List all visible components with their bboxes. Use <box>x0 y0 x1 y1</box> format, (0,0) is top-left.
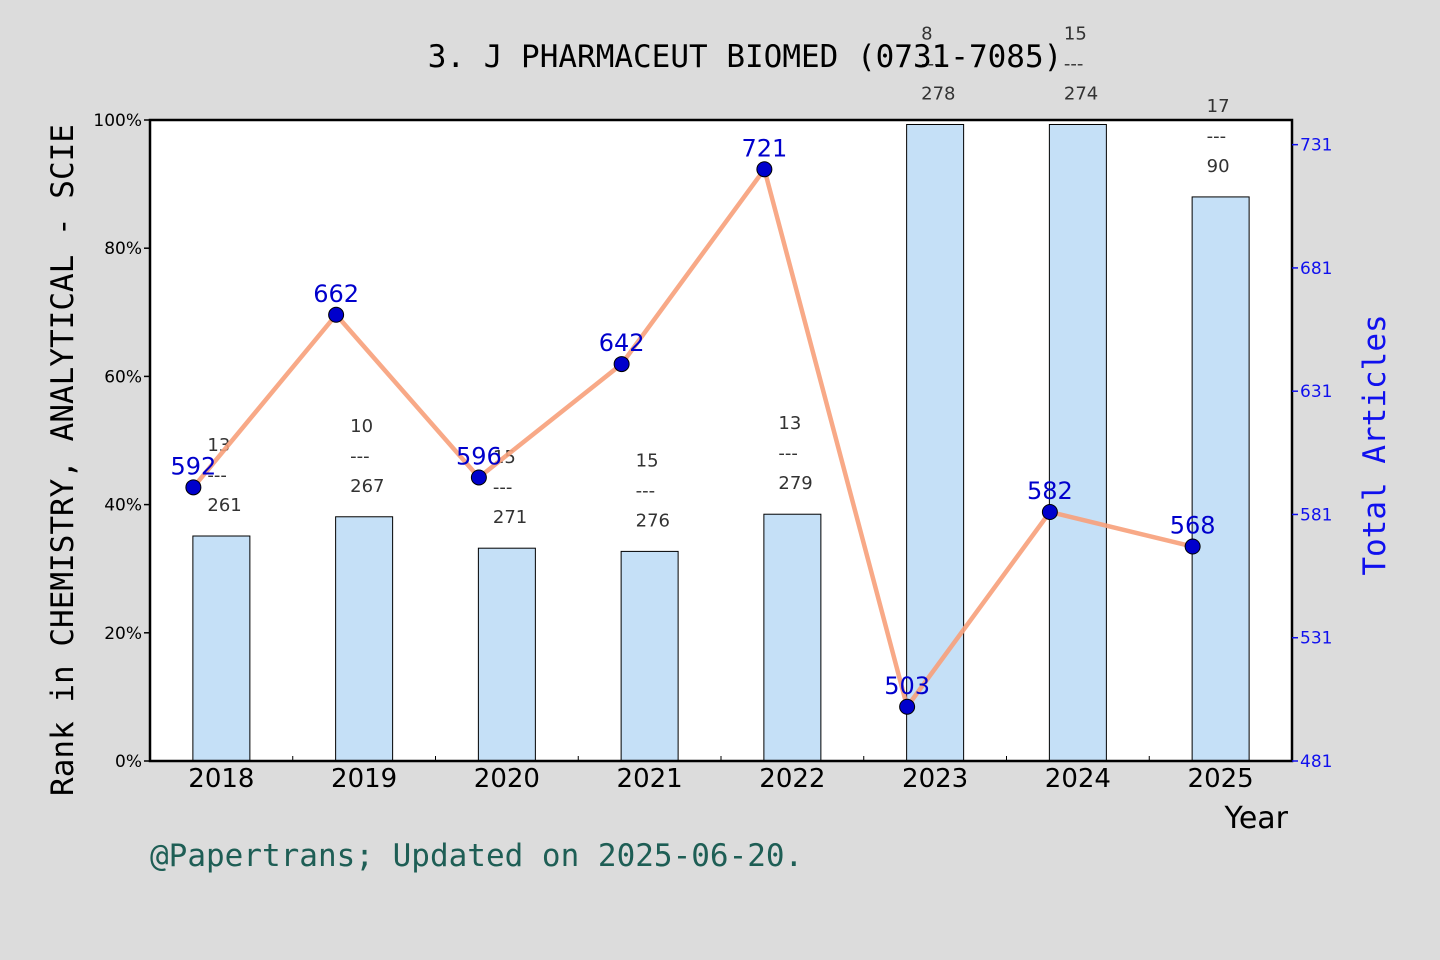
line-point-label-2021: 642 <box>599 329 645 357</box>
bar-group <box>192 123 1250 762</box>
line-point-2022 <box>756 161 773 178</box>
bar-fraction-label-2025-2: 90 <box>1207 156 1230 177</box>
line-point-label-2023: 503 <box>884 672 930 700</box>
line-point-2021 <box>613 356 630 373</box>
bar-2018 <box>192 535 251 762</box>
bar-2023 <box>906 123 965 762</box>
chart-title: 3. J PHARMACEUT BIOMED (0731-7085) <box>428 39 1063 75</box>
line-point-2018 <box>185 479 202 496</box>
y-axis-label: Rank in CHEMISTRY, ANALYTICAL - SCIE <box>45 124 81 796</box>
bar-fraction-label-2019-2: 267 <box>350 476 384 497</box>
line-point-2020 <box>470 469 487 486</box>
bar-2020 <box>477 547 536 762</box>
line-point-2023 <box>899 698 916 715</box>
bar-fraction-label-2019-0: 10 <box>350 416 373 437</box>
bar-2021 <box>620 550 679 762</box>
y-tick-label: 60% <box>104 367 142 387</box>
bar-fraction-label-2020-2: 271 <box>493 507 527 528</box>
bar-fraction-label-2021-1: --- <box>636 480 656 501</box>
x-tick-label-2022: 2022 <box>759 764 825 794</box>
x-tick-label-2020: 2020 <box>474 764 540 794</box>
x-tick-label-2019: 2019 <box>331 764 397 794</box>
y-tick-label: 20% <box>104 624 142 644</box>
x-tick-label-2021: 2021 <box>617 764 683 794</box>
bar-fraction-label-2024-2: 274 <box>1064 83 1098 104</box>
bar-fraction-label-2025-1: --- <box>1207 126 1227 147</box>
axes-group: 0% 20% 40% 60% 80% 100% 481 531 581 631 681 731 2018… <box>93 111 1332 794</box>
line-point-2024 <box>1041 503 1058 520</box>
y2-tick-label: 531 <box>1300 629 1332 649</box>
x-tick-label-2018: 2018 <box>188 764 254 794</box>
y2-axis-label: Total Articles <box>1357 314 1393 575</box>
bar-fraction-label-2018-1: --- <box>207 465 227 486</box>
line-point-label-2019: 662 <box>313 280 359 308</box>
x-tick-label-2024: 2024 <box>1045 764 1111 794</box>
x-tick-label-2025: 2025 <box>1188 764 1254 794</box>
y2-tick-label: 731 <box>1300 136 1332 156</box>
line-point-2025 <box>1184 538 1201 555</box>
bar-fraction-label-2023-1: --- <box>921 53 941 74</box>
bar-2025 <box>1191 196 1250 762</box>
bar-2022 <box>763 513 822 762</box>
y-tick-label: 100% <box>93 111 142 131</box>
x-axis-label: Year <box>1223 801 1288 836</box>
y2-tick-label: 631 <box>1300 382 1332 402</box>
bar-2024 <box>1048 123 1107 762</box>
bar-fraction-label-2018-2: 261 <box>207 495 241 516</box>
bar-fraction-label-2020-1: --- <box>493 477 513 498</box>
line-series-total-articles <box>191 167 1194 710</box>
x-tick-label-2023: 2023 <box>902 764 968 794</box>
bar-fraction-label-2024-1: --- <box>1064 53 1084 74</box>
bar-fraction-label-2021-0: 15 <box>636 450 659 471</box>
bar-fraction-label-2022-2: 279 <box>778 473 812 494</box>
y2-tick-label: 481 <box>1300 752 1332 772</box>
line-group: 592 662 596 642 721 503 582 568 <box>170 134 1216 715</box>
line-point-label-2020: 596 <box>456 442 502 470</box>
y2-tick-label: 681 <box>1300 259 1332 279</box>
y-tick-label: 80% <box>104 239 142 259</box>
line-point-label-2018: 592 <box>170 452 216 480</box>
y-tick-label: 0% <box>115 752 142 772</box>
y2-tick-label: 581 <box>1300 505 1332 525</box>
bar-fraction-label-2019-1: --- <box>350 446 370 467</box>
footer-text: @Papertrans; Updated on 2025-06-20. <box>150 838 803 874</box>
bar-fraction-label-2024-0: 15 <box>1064 23 1087 44</box>
plot-area <box>150 120 1292 761</box>
line-point-label-2025: 568 <box>1170 512 1216 540</box>
bar-fraction-label-2022-0: 13 <box>778 413 801 434</box>
y-tick-label: 40% <box>104 496 142 516</box>
line-point-2019 <box>328 306 345 323</box>
line-point-label-2024: 582 <box>1027 477 1073 505</box>
bar-fraction-label-2023-0: 8 <box>921 23 932 44</box>
line-point-label-2022: 721 <box>741 134 787 162</box>
bar-fraction-label-2021-2: 276 <box>636 510 670 531</box>
bar-fraction-label-2022-1: --- <box>778 443 798 464</box>
bar-fraction-label-2023-2: 278 <box>921 83 955 104</box>
bar-2019 <box>335 516 394 762</box>
bar-fraction-label-2025-0: 17 <box>1207 96 1230 117</box>
